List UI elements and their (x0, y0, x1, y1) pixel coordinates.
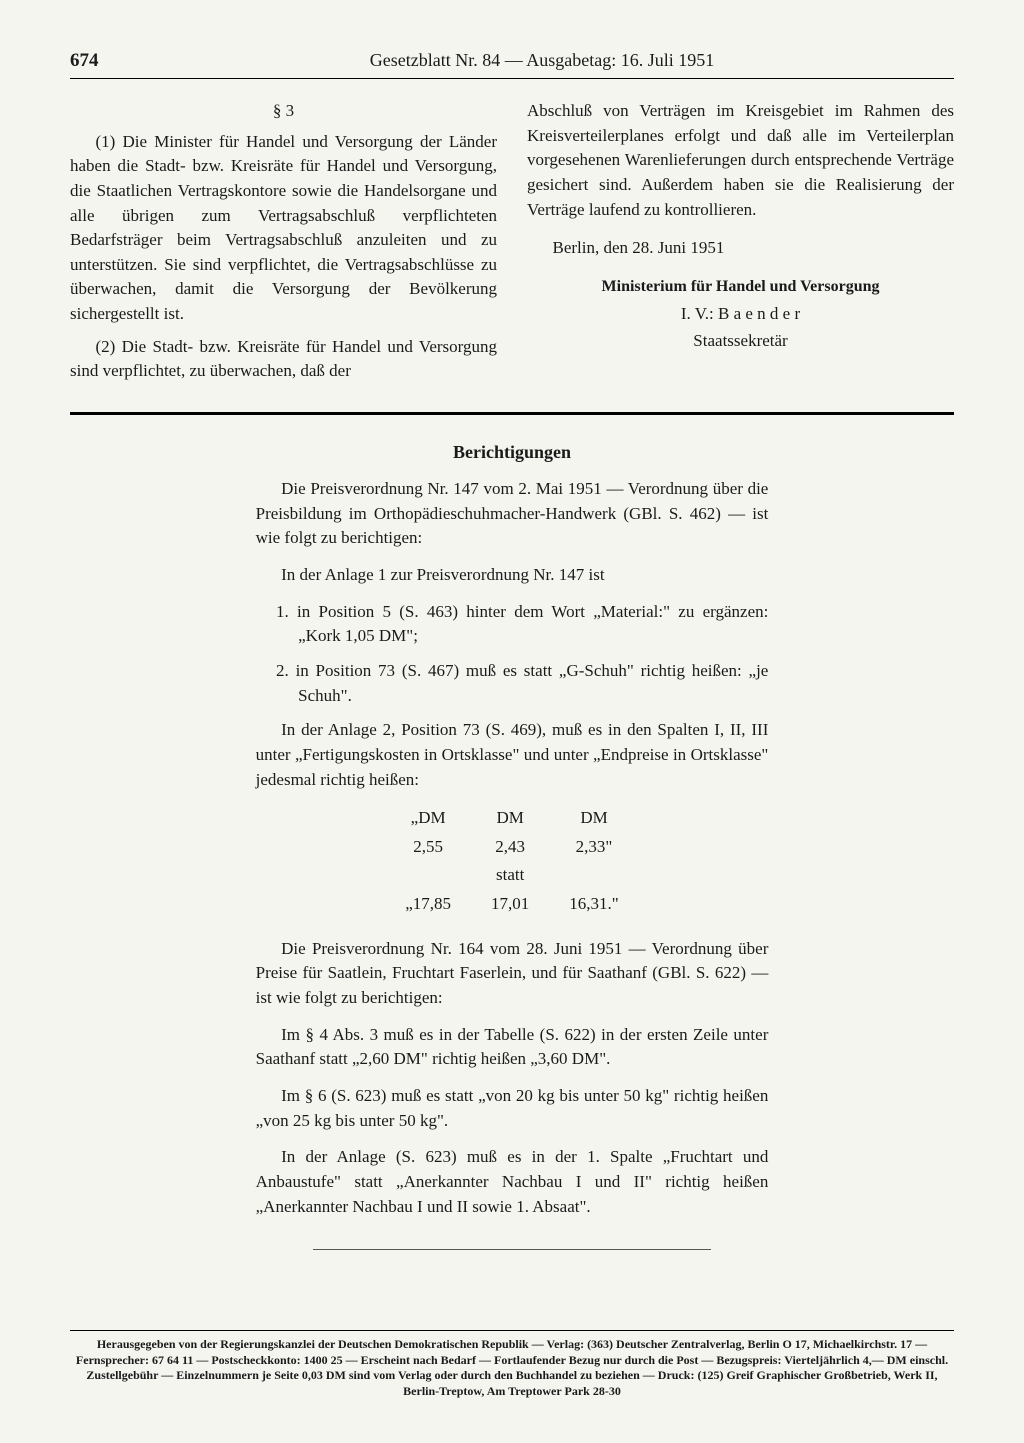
table-cell (385, 861, 471, 890)
correction-intro-2: Die Preisverordnung Nr. 164 vom 28. Juni… (256, 937, 769, 1011)
signature-date: Berlin, den 28. Juni 1951 (527, 236, 954, 261)
table-cell: 2,55 (385, 833, 471, 862)
continuation-paragraph: Abschluß von Verträgen im Kreisgebiet im… (527, 99, 954, 222)
corrections-title: Berichtigungen (256, 439, 769, 465)
signature-block: Ministerium für Handel und Versorgung I.… (527, 275, 954, 353)
correction-item-2: 2. in Position 73 (S. 467) muß es statt … (256, 659, 769, 708)
correction-item-1: 1. in Position 5 (S. 463) hinter dem Wor… (256, 600, 769, 649)
table-row: statt (385, 861, 639, 890)
values-table: „DM DM DM 2,55 2,43 2,33" statt „17,85 1… (385, 804, 639, 919)
correction-intro-1: Die Preisverordnung Nr. 147 vom 2. Mai 1… (256, 477, 769, 551)
table-cell: statt (471, 861, 549, 890)
correction-p4: Im § 4 Abs. 3 muß es in der Tabelle (S. … (256, 1023, 769, 1072)
right-column: Abschluß von Verträgen im Kreisgebiet im… (527, 99, 954, 392)
left-column: § 3 (1) Die Minister für Handel und Vers… (70, 99, 497, 392)
anlage2-text: In der Anlage 2, Position 73 (S. 469), m… (256, 718, 769, 792)
header-rule (70, 78, 954, 79)
imprint-text: Herausgegeben von der Regierungskanzlei … (70, 1337, 954, 1399)
table-cell: 2,43 (471, 833, 549, 862)
table-cell: DM (471, 804, 549, 833)
light-divider (313, 1249, 711, 1250)
table-row: „DM DM DM (385, 804, 639, 833)
page-header: 674 Gesetzblatt Nr. 84 — Ausgabetag: 16.… (70, 50, 954, 72)
document-page: 674 Gesetzblatt Nr. 84 — Ausgabetag: 16.… (0, 0, 1024, 1443)
correction-p6: Im § 6 (S. 623) muß es statt „von 20 kg … (256, 1084, 769, 1133)
ministry-name: Ministerium für Handel und Versorgung (527, 275, 954, 298)
section-number: § 3 (70, 99, 497, 124)
corrections-section: Berichtigungen Die Preisverordnung Nr. 1… (256, 439, 769, 1219)
imprint-rule (70, 1330, 954, 1331)
header-title: Gesetzblatt Nr. 84 — Ausgabetag: 16. Jul… (130, 50, 954, 71)
table-cell: 16,31." (549, 890, 638, 919)
table-row: „17,85 17,01 16,31." (385, 890, 639, 919)
two-column-section: § 3 (1) Die Minister für Handel und Vers… (70, 99, 954, 392)
anlage1-lead: In der Anlage 1 zur Preisverordnung Nr. … (256, 563, 769, 588)
table-cell: „17,85 (385, 890, 471, 919)
section-divider (70, 412, 954, 415)
signatory-role: Staatssekretär (527, 329, 954, 354)
paragraph-1: (1) Die Minister für Handel und Versorgu… (70, 130, 497, 327)
paragraph-2: (2) Die Stadt- bzw. Kreisräte für Handel… (70, 335, 497, 384)
correction-anlage: In der Anlage (S. 623) muß es in der 1. … (256, 1145, 769, 1219)
table-cell: 2,33" (549, 833, 638, 862)
table-row: 2,55 2,43 2,33" (385, 833, 639, 862)
table-cell: DM (549, 804, 638, 833)
signatory-name: I. V.: B a e n d e r (527, 302, 954, 327)
table-cell (549, 861, 638, 890)
table-cell: „DM (385, 804, 471, 833)
table-cell: 17,01 (471, 890, 549, 919)
